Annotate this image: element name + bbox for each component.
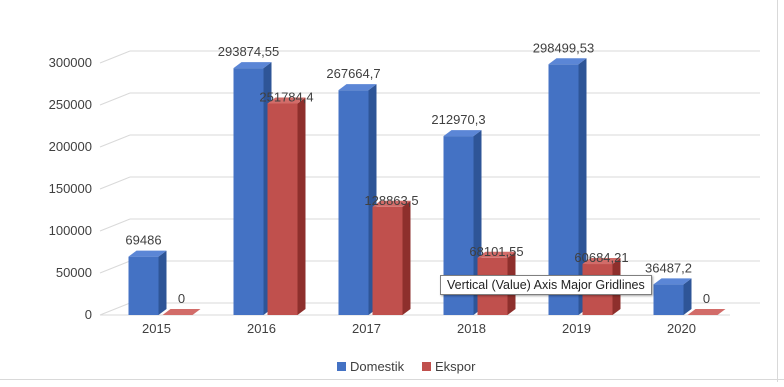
legend-label-domestik: Domestik <box>350 359 405 374</box>
bar-ekspor-2019-top <box>582 258 621 265</box>
bar-ekspor-2016 <box>267 97 306 316</box>
data-label-domestik-2018: 212970,3 <box>431 112 485 127</box>
x-tick-label-2015: 2015 <box>142 321 171 336</box>
data-label-domestik-2015: 69486 <box>125 233 161 248</box>
gridlines-tooltip: Vertical (Value) Axis Major Gridlines <box>440 275 652 295</box>
legend-label-ekspor: Ekspor <box>435 359 476 374</box>
data-label-ekspor-2015: 0 <box>178 291 185 306</box>
data-label-domestik-2017: 267664,7 <box>326 66 380 81</box>
x-tick-label-2018: 2018 <box>457 321 486 336</box>
bar-domestik-2017 <box>338 84 377 315</box>
bar-ekspor-2017 <box>372 200 411 315</box>
x-tick-label-2019: 2019 <box>562 321 591 336</box>
bar-ekspor-2015 <box>162 309 201 315</box>
y-tick-label: 200000 <box>49 139 92 154</box>
bar-domestik-2015 <box>128 250 167 315</box>
bar-ekspor-2016-top <box>267 97 306 104</box>
bar-domestik-2020-top <box>653 278 692 285</box>
bar-ekspor-2017-front <box>372 206 403 315</box>
bar-ekspor-2016-front <box>267 103 298 316</box>
data-label-ekspor-2020: 0 <box>703 291 710 306</box>
bar-domestik-2019-side <box>578 58 587 315</box>
bar-domestik-2016-front <box>233 68 264 315</box>
chart-frame-right <box>777 0 778 382</box>
bar-domestik-2015-side <box>158 250 167 315</box>
bar-domestik-2016-top <box>233 62 272 69</box>
data-label-domestik-2019: 298499,53 <box>533 40 594 55</box>
gridline-side-200000 <box>99 134 131 148</box>
bar-domestik-2017-top <box>338 84 377 91</box>
bar-domestik-2019 <box>548 58 587 315</box>
bar-domestik-2017-front <box>338 90 369 315</box>
bar-ekspor-2016-side <box>297 97 306 316</box>
y-tick-label: 300000 <box>49 55 92 70</box>
y-tick-label: 0 <box>85 307 92 322</box>
bar-domestik-2019-front <box>548 64 579 315</box>
bar-domestik-2020-front <box>653 284 684 315</box>
bar-ekspor-2018-top <box>477 251 516 258</box>
y-tick-label: 150000 <box>49 181 92 196</box>
bar-ekspor-2015-top <box>162 309 201 315</box>
data-label-domestik-2020: 36487,2 <box>645 260 692 275</box>
y-tick-label: 250000 <box>49 97 92 112</box>
chart-frame-bottom <box>0 379 784 380</box>
data-label-ekspor-2018: 68101,55 <box>469 244 523 259</box>
legend-swatch-ekspor <box>422 362 431 371</box>
bar-domestik-2018-top <box>443 130 482 137</box>
bar-domestik-2020 <box>653 278 692 315</box>
bar-domestik-2020-side <box>683 278 692 315</box>
x-tick-label-2020: 2020 <box>667 321 696 336</box>
gridline-side-150000 <box>99 176 131 190</box>
data-label-ekspor-2016: 251784,4 <box>259 90 313 105</box>
bar-domestik-2015-top <box>128 250 167 257</box>
bar-domestik-2015-front <box>128 256 159 315</box>
legend-swatch-domestik <box>337 362 346 371</box>
bar-ekspor-2017-side <box>402 200 411 315</box>
data-label-ekspor-2019: 60684,21 <box>574 250 628 265</box>
bar-ekspor-2017-top <box>372 200 411 207</box>
x-tick-label-2016: 2016 <box>247 321 276 336</box>
bar-domestik-2019-top <box>548 58 587 65</box>
data-label-ekspor-2017: 128863,5 <box>364 193 418 208</box>
data-label-domestik-2016: 293874,55 <box>218 44 279 59</box>
gridline-side-100000 <box>99 218 131 232</box>
gridline-side-0 <box>99 302 131 316</box>
gridline-side-50000 <box>99 260 131 274</box>
y-tick-label: 50000 <box>56 265 92 280</box>
y-tick-label: 100000 <box>49 223 92 238</box>
x-tick-label-2017: 2017 <box>352 321 381 336</box>
bar-ekspor-2020-top <box>687 309 726 315</box>
gridlines <box>99 50 760 316</box>
gridline-side-300000 <box>99 50 131 64</box>
gridline-side-250000 <box>99 92 131 106</box>
legend <box>337 362 431 371</box>
bar-ekspor-2020 <box>687 309 726 315</box>
